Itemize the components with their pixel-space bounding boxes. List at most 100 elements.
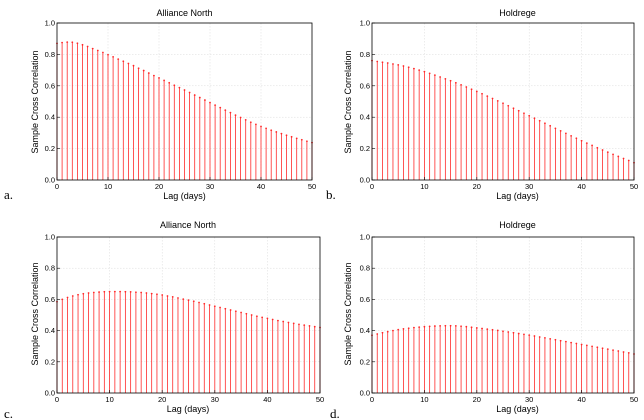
stem-marker — [266, 317, 269, 320]
x-tick-label: 40 — [257, 182, 265, 191]
y-tick-label: 0.0 — [45, 389, 55, 398]
stem-marker — [187, 299, 190, 302]
stem-marker — [112, 56, 114, 58]
stem-marker — [407, 66, 410, 69]
stem-marker — [209, 101, 211, 104]
stem-marker — [402, 327, 405, 330]
stem-marker — [528, 334, 531, 337]
y-tick-label: 1.0 — [45, 19, 55, 28]
plot-frame — [371, 236, 635, 394]
stem-marker — [71, 295, 74, 297]
stem-marker — [145, 292, 148, 294]
x-tick-label: 10 — [420, 182, 428, 191]
stem-marker — [71, 41, 74, 44]
stem-marker — [544, 337, 546, 339]
stem-marker — [507, 331, 510, 333]
stem-marker — [147, 72, 150, 74]
x-tick-label: 20 — [473, 182, 481, 191]
panel-letter: d. — [330, 406, 340, 420]
stem-marker — [158, 77, 160, 79]
stem-marker — [517, 332, 520, 335]
stem-marker — [475, 327, 478, 329]
stem-marker — [491, 328, 494, 331]
stem-marker — [298, 323, 300, 326]
stem-marker — [234, 310, 237, 313]
stem-marker — [570, 134, 573, 137]
stem-marker — [502, 330, 504, 333]
stem-marker — [61, 41, 63, 44]
stem-marker — [86, 45, 89, 48]
stem-marker — [306, 140, 308, 143]
stem-marker — [192, 300, 195, 303]
y-tick-label: 0.6 — [360, 81, 370, 90]
stem-marker — [224, 109, 227, 112]
stem-marker — [381, 331, 384, 334]
y-tick-label: 0.6 — [45, 295, 55, 304]
stem-marker — [82, 292, 85, 295]
stem-marker — [107, 53, 109, 56]
stem-marker — [129, 291, 132, 293]
stem-marker — [295, 137, 298, 140]
stem-marker — [392, 329, 394, 332]
stem-marker — [188, 91, 191, 94]
y-tick-label: 1.0 — [360, 19, 370, 28]
y-tick-label: 0.0 — [360, 176, 370, 185]
stem-marker — [564, 132, 567, 135]
stem-marker — [606, 151, 609, 154]
stem-marker — [213, 305, 216, 308]
x-tick-label: 10 — [420, 395, 428, 404]
stem-marker — [285, 134, 288, 137]
x-tick-label: 30 — [206, 182, 214, 191]
x-tick-label: 0 — [370, 182, 374, 191]
chart-title: Alliance North — [160, 220, 216, 230]
stem-marker — [454, 325, 457, 327]
y-tick-label: 0.4 — [45, 113, 55, 122]
stem-marker — [486, 328, 489, 331]
stem-marker — [496, 329, 499, 332]
x-tick-label: 50 — [630, 182, 638, 191]
stem-marker — [433, 325, 436, 327]
stem-marker — [612, 349, 614, 351]
stem-marker — [444, 77, 447, 80]
stem-marker — [261, 316, 264, 319]
x-tick-label: 50 — [308, 182, 316, 191]
stem-marker — [596, 146, 599, 149]
stem-marker — [98, 291, 100, 293]
x-tick-label: 0 — [55, 182, 59, 191]
y-tick-label: 0.2 — [45, 144, 55, 153]
stem-marker — [538, 119, 541, 122]
stem-marker — [132, 64, 135, 67]
x-tick-label: 20 — [158, 395, 166, 404]
chart-title: Holdrege — [499, 8, 536, 18]
y-tick-label: 1.0 — [360, 233, 370, 242]
stem-marker — [234, 114, 237, 117]
stem-marker — [439, 325, 442, 327]
stem-marker — [260, 125, 262, 128]
stem-marker — [523, 112, 525, 115]
stem-marker — [303, 324, 306, 327]
stem-marker — [239, 116, 242, 119]
stem-marker — [168, 81, 171, 84]
stem-marker — [413, 326, 415, 329]
stem-marker — [528, 114, 531, 117]
plot-area: 0 10 20 30 40 50 0.0 0.2 0.4 0.6 0.8 1.0 — [45, 233, 325, 405]
x-tick-label: 40 — [577, 182, 585, 191]
x-tick-label: 40 — [263, 395, 271, 404]
stem-marker — [108, 290, 111, 293]
stem-marker — [376, 333, 379, 335]
y-axis-label: Sample Cross Correlation — [30, 50, 40, 153]
plot-area: 0 10 20 30 40 50 0.0 0.2 0.4 0.6 0.8 1.0 — [360, 233, 639, 405]
stem-marker — [533, 117, 536, 120]
stem-marker — [219, 306, 221, 309]
stem-marker — [575, 342, 578, 345]
stem-marker — [470, 326, 473, 329]
stem-marker — [627, 352, 630, 354]
stem-marker — [606, 348, 609, 351]
stem-marker — [533, 335, 536, 337]
stem-marker — [161, 294, 164, 296]
stem-marker — [245, 312, 248, 315]
y-tick-label: 0.8 — [45, 264, 55, 273]
stem-marker — [92, 291, 95, 294]
stem-marker — [428, 72, 431, 75]
stem-marker — [166, 295, 169, 297]
